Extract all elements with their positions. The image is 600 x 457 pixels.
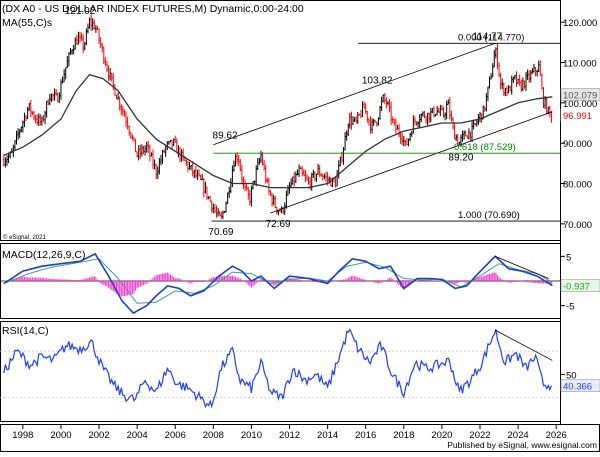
publisher-note: Published by eSignal, www.esignal.com bbox=[447, 440, 597, 450]
macd-y-tick-label: -5 bbox=[566, 302, 574, 313]
x-tick-label: 2000 bbox=[50, 430, 71, 441]
x-tick-label: 2008 bbox=[203, 430, 224, 441]
macd-badge-box bbox=[560, 279, 600, 292]
fib-level-label: 1.000 (70.690) bbox=[458, 210, 520, 221]
price-layer: 70.000 80.000 90.000 100.000 110.000 120.000 0… bbox=[3, 6, 600, 238]
price-y-tick-label: 80.000 bbox=[563, 180, 592, 191]
fib-level-label: 0.000 (114.770) bbox=[458, 32, 524, 43]
macd-layer: 5 -5 -0.937 bbox=[0, 252, 600, 315]
signal-line bbox=[3, 258, 553, 304]
x-tick-label: 2018 bbox=[393, 430, 414, 441]
price-annotation: 89.62 bbox=[213, 131, 238, 142]
x-tick-label: 2006 bbox=[165, 430, 186, 441]
rsi-badge-box bbox=[560, 379, 600, 392]
price-annotation: 114.77 bbox=[472, 31, 502, 42]
price-badge-box bbox=[560, 88, 600, 101]
macd-title: MACD(12,26,9,C) bbox=[2, 249, 85, 261]
price-badge-value: 102.079 bbox=[563, 90, 597, 101]
price-annotation: 89.20 bbox=[448, 152, 473, 163]
x-tick-label: 2024 bbox=[508, 430, 529, 441]
price-y-tick-label: 110.000 bbox=[563, 59, 597, 70]
rsi-line bbox=[3, 328, 552, 409]
price-y-tick-label: 90.000 bbox=[563, 139, 592, 150]
ma-55-line bbox=[3, 73, 553, 189]
rsi-y-tick-label: 50 bbox=[566, 370, 577, 381]
x-tick-label: 2002 bbox=[88, 430, 109, 441]
price-badge-box bbox=[560, 108, 600, 122]
macd-y-tick-label: 5 bbox=[566, 252, 571, 263]
copyright-note: © eSignal, 2021 bbox=[3, 234, 46, 241]
price-annotation: 72.69 bbox=[266, 219, 291, 230]
price-badge-value: 96.991 bbox=[563, 111, 592, 122]
fib-level-label: 0.618 (87.529) bbox=[454, 142, 516, 153]
price-annotation: 70.69 bbox=[208, 227, 233, 238]
price-y-tick-label: 70.000 bbox=[563, 220, 592, 231]
rsi-title: RSI(14,C) bbox=[2, 325, 49, 337]
price-annotation: 121.02 bbox=[65, 6, 96, 17]
x-tick-label: 2012 bbox=[279, 430, 300, 441]
rsi-badge-value: 40.366 bbox=[563, 382, 592, 393]
x-tick-label: 1998 bbox=[12, 430, 33, 441]
candles bbox=[3, 14, 553, 220]
time-axis: 1998 2000 2002 2004 2006 2008 2010 2012 2014 2016… bbox=[12, 425, 567, 441]
x-tick-label: 2022 bbox=[469, 430, 490, 441]
x-tick-label: 2016 bbox=[355, 430, 376, 441]
macd-badge-value: -0.937 bbox=[563, 282, 590, 293]
x-tick-label: 2004 bbox=[127, 430, 148, 441]
x-tick-label: 2026 bbox=[546, 430, 567, 441]
macd-trendline bbox=[495, 255, 549, 279]
price-y-tick-label: 120.000 bbox=[563, 18, 597, 29]
x-tick-label: 2020 bbox=[431, 430, 452, 441]
x-tick-label: 2014 bbox=[317, 430, 338, 441]
price-y-tick-label: 100.000 bbox=[563, 99, 597, 110]
price-annotation: 103.82 bbox=[362, 75, 393, 86]
rsi-trendline bbox=[495, 329, 553, 361]
x-tick-label: 2010 bbox=[241, 430, 262, 441]
chart-title: (DX A0 - US DOLLAR INDEX FUTURES,M) Dyna… bbox=[2, 3, 304, 15]
ma-legend: MA(55,C)s bbox=[2, 17, 52, 29]
macd-line bbox=[3, 252, 553, 315]
channel-lower-line bbox=[270, 111, 553, 214]
channel-upper-line bbox=[213, 42, 496, 146]
